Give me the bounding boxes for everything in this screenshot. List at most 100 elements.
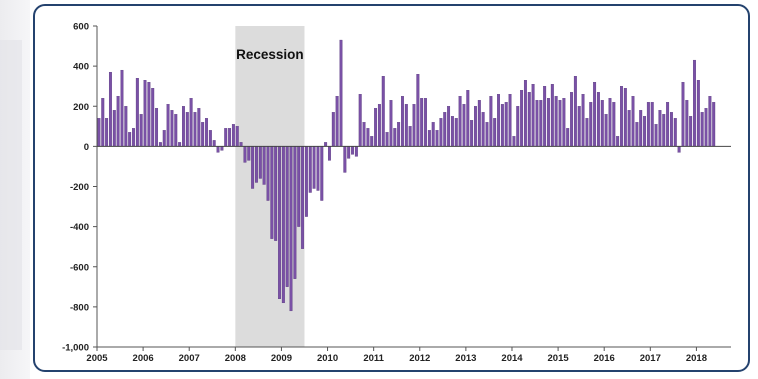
recession-band	[235, 26, 305, 347]
bar	[527, 92, 531, 147]
bar	[181, 106, 185, 147]
bar	[397, 122, 401, 147]
bar	[255, 146, 258, 183]
bar	[197, 108, 201, 147]
bar	[178, 142, 182, 147]
bar	[324, 142, 328, 147]
bar	[470, 120, 474, 147]
bar	[243, 146, 247, 163]
bar	[497, 94, 500, 147]
bar	[170, 110, 174, 147]
bar	[351, 146, 354, 155]
bar	[304, 146, 308, 217]
bar	[577, 106, 581, 147]
bar	[520, 90, 524, 147]
bar	[646, 102, 650, 147]
bar	[708, 96, 712, 147]
bar	[654, 124, 658, 147]
x-tick-label: 2016	[594, 353, 615, 364]
bar	[466, 90, 470, 147]
bar	[596, 92, 600, 147]
x-tick-label: 2017	[640, 353, 661, 364]
bar	[531, 84, 535, 147]
bar	[700, 112, 704, 147]
bar	[228, 128, 232, 147]
x-tick-label: 2006	[133, 353, 154, 364]
bar	[251, 146, 255, 189]
bar	[108, 71, 112, 147]
y-tick-label: 400	[73, 62, 89, 73]
bar	[612, 102, 616, 147]
bar	[331, 112, 335, 147]
x-tick-label: 2009	[271, 353, 292, 364]
bar	[623, 88, 627, 147]
bar	[347, 146, 351, 159]
bar	[224, 128, 228, 147]
x-tick-label: 2011	[363, 353, 384, 364]
bar	[523, 80, 527, 147]
bar	[450, 116, 454, 147]
bar	[385, 132, 389, 147]
bar	[231, 124, 235, 147]
bar	[116, 96, 120, 147]
bar	[235, 126, 239, 147]
bar	[389, 100, 393, 147]
bar	[493, 118, 497, 147]
bar	[666, 102, 670, 147]
x-tick-label: 2014	[501, 353, 523, 364]
bar	[585, 118, 589, 147]
x-tick-label: 2010	[317, 353, 338, 364]
bar	[316, 146, 320, 191]
bar	[554, 96, 558, 147]
bar	[201, 122, 205, 147]
bar	[404, 104, 408, 147]
bar	[696, 80, 700, 147]
bar	[289, 146, 293, 312]
y-tick-label: 0	[84, 142, 89, 153]
bar	[535, 100, 539, 147]
y-tick-label: -600	[70, 262, 89, 273]
bar	[366, 128, 370, 147]
x-ticks-group: 2005 2006 2007 2008 2009 2010 2011 2012 2013 2014…	[86, 347, 707, 364]
bar	[420, 98, 424, 147]
bar	[485, 122, 489, 147]
bar	[278, 146, 281, 300]
x-tick-label: 2012	[409, 353, 430, 364]
bar	[270, 146, 274, 239]
side-panel-shade	[0, 40, 22, 350]
x-tick-label: 2008	[225, 353, 246, 364]
bar	[589, 102, 593, 147]
bar	[627, 110, 631, 147]
bar	[566, 128, 570, 147]
bar	[139, 114, 143, 147]
bar	[508, 94, 512, 147]
bar	[377, 104, 381, 147]
bar	[401, 96, 404, 147]
bar	[208, 130, 212, 147]
bar	[431, 122, 435, 147]
bar	[562, 98, 566, 147]
y-tick-label: 600	[73, 22, 89, 33]
bar	[370, 136, 374, 147]
bar	[216, 146, 220, 153]
bar	[712, 102, 716, 147]
bar	[408, 126, 412, 147]
bar	[412, 104, 416, 147]
bar	[193, 112, 197, 147]
bar	[604, 114, 608, 147]
bar	[616, 136, 620, 147]
bar	[512, 136, 516, 147]
x-tick-label: 2007	[179, 353, 200, 364]
x-tick-label: 2013	[455, 353, 476, 364]
bar	[693, 59, 696, 147]
bar	[581, 94, 585, 147]
y-tick-label: -400	[70, 222, 89, 233]
bar	[101, 98, 105, 147]
bar	[320, 146, 324, 201]
bar	[293, 146, 297, 279]
bar	[166, 104, 170, 147]
bar	[339, 39, 343, 147]
bar	[550, 84, 554, 147]
bar	[155, 108, 159, 147]
bar	[677, 146, 681, 153]
